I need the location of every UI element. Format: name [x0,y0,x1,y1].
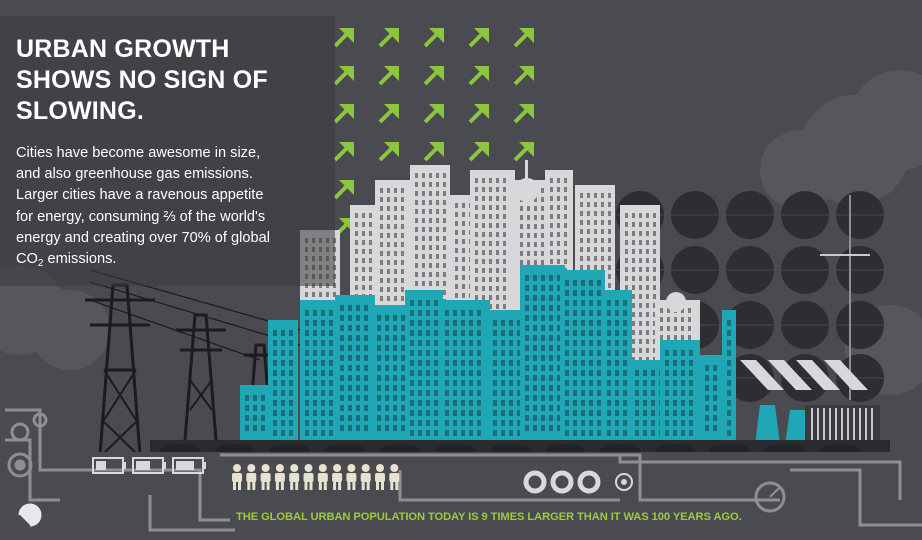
up-right-arrow-icon [513,142,534,162]
person-icon [303,464,314,490]
dome [515,178,539,202]
chevron [740,360,784,390]
teal-building [520,265,565,440]
up-right-arrow-icon [468,66,489,86]
up-right-arrow-icon [423,66,444,86]
battery-icons [92,457,206,474]
body-line-co2: CO2 emissions. [16,249,308,270]
headline: URBAN GROWTH SHOWS NO SIGN OF SLOWING. [16,35,268,125]
body-line: for energy, consuming ⅔ of the world's [16,208,266,225]
body-copy: Cities have become awesome in size, and … [16,143,308,270]
person-icon [246,464,257,490]
up-right-arrow-icon [378,104,399,124]
dial-icon [550,470,574,494]
person-icon [375,464,385,490]
gauges [7,412,786,527]
up-right-arrow-icon [468,28,489,48]
dial-icon [523,470,547,494]
dome [666,292,686,312]
teal-skyline [240,265,736,440]
people-pictogram [232,464,400,490]
person-icon [317,464,328,490]
up-right-arrow-icon [468,104,489,124]
text-panel [0,16,335,286]
chevron [796,360,840,390]
person-icon [274,464,285,490]
up-right-arrow-icon [333,28,354,48]
co2-suffix: emissions. [43,251,117,268]
person-icon [232,464,242,490]
city-base [0,440,922,540]
up-right-arrow-icon [333,142,354,162]
up-right-arrow-icon [333,180,354,200]
chevron [768,360,812,390]
person-icon [289,464,300,490]
person-icon [260,464,271,490]
up-right-arrow-icon [513,66,534,86]
pipes [5,408,922,532]
chevron [824,360,868,390]
co2-subscript: 2 [37,258,44,270]
person-icon [360,464,371,490]
up-right-arrow-icon [423,28,444,48]
dial-row [523,470,633,494]
person-icon [332,464,343,490]
up-right-arrow-icon [513,104,534,124]
clouds [0,70,922,395]
body-line: energy and creating over 70% of global [16,229,270,246]
coil [811,408,873,442]
body-line: and also greenhouse gas emissions. [16,166,253,183]
teal-building [240,385,270,440]
person-icon [389,464,400,490]
body-line: Cities have become awesome in size, [16,145,261,161]
dial-icon [615,473,633,491]
body-line: Larger cities have a ravenous appetite [16,187,264,204]
up-right-arrow-icon [378,142,399,162]
up-right-arrow-icon [378,28,399,48]
up-right-arrow-icon [333,66,354,86]
up-right-arrow-icon [378,66,399,86]
teal-building [700,355,722,440]
up-right-arrow-icon [423,104,444,124]
co2-prefix: CO [16,251,38,268]
person-icon [346,464,357,490]
chevron-conveyor [740,360,868,390]
footer-fact: THE GLOBAL URBAN POPULATION TODAY IS 9 T… [236,511,742,523]
up-right-arrow-icon [468,142,489,162]
up-right-arrow-icon [333,104,354,124]
dial-icon [577,470,601,494]
factory-machine [740,360,880,445]
up-right-arrow-icon [423,142,444,162]
up-right-arrow-icon [513,28,534,48]
